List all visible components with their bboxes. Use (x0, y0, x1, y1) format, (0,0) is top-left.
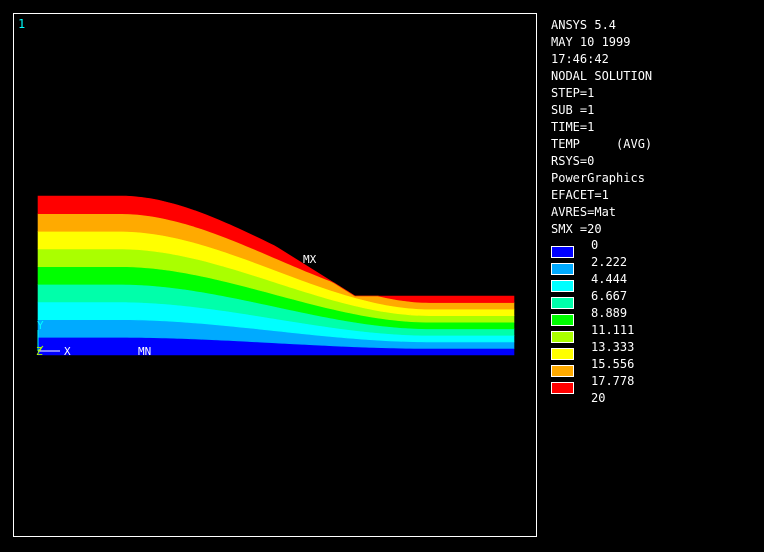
legend-label: 13.333 (591, 340, 635, 354)
legend-row: 4.444 (551, 271, 756, 292)
info-date: MAY 10 1999 (551, 35, 631, 49)
info-smx: SMX =20 (551, 222, 602, 236)
viewport-frame (13, 13, 537, 537)
legend-row: 11.111 (551, 322, 756, 343)
legend-swatch (551, 263, 574, 275)
legend-row: 17.778 (551, 373, 756, 394)
info-avres: AVRES=Mat (551, 205, 617, 219)
contour-band (37, 195, 515, 303)
info-solution-time: TIME=1 (551, 120, 595, 134)
legend-row: 15.556 (551, 356, 756, 377)
legend-swatch (551, 297, 574, 309)
info-step: STEP=1 (551, 86, 595, 100)
legend-label: 11.111 (591, 323, 635, 337)
info-version: ANSYS 5.4 (551, 18, 617, 32)
legend-swatch (551, 382, 574, 394)
legend-label: 20 (591, 391, 606, 405)
window-number-label: 1 (18, 17, 26, 31)
min-marker-label: MN (138, 345, 151, 358)
legend-swatch (551, 246, 574, 258)
info-panel: ANSYS 5.4 MAY 10 1999 17:46:42 NODAL SOL… (551, 17, 756, 238)
legend-swatch (551, 348, 574, 360)
legend-row: 6.667 (551, 288, 756, 309)
global-axis-triad: Y X Z (36, 319, 71, 358)
legend-swatch (551, 314, 574, 326)
triad-y-label: Y (37, 319, 44, 332)
legend-swatch (551, 331, 574, 343)
triad-x-label: X (64, 345, 71, 358)
legend-label: 4.444 (591, 272, 628, 286)
legend-row: 2.222 (551, 254, 756, 275)
legend-label: 6.667 (591, 289, 628, 303)
legend-label: 8.889 (591, 306, 628, 320)
legend-row: 0 (551, 237, 756, 258)
contour-legend: 0 2.222 4.444 6.667 8.889 11.111 13.333 (551, 237, 756, 407)
legend-label: 15.556 (591, 357, 635, 371)
legend-row: 8.889 (551, 305, 756, 326)
plot-labels: MX MN (138, 253, 317, 358)
info-solution-type: NODAL SOLUTION (551, 69, 653, 83)
max-marker-label: MX (303, 253, 317, 266)
info-efacet: EFACET=1 (551, 188, 609, 202)
legend-swatch (551, 280, 574, 292)
info-rsys: RSYS=0 (551, 154, 595, 168)
info-substep: SUB =1 (551, 103, 595, 117)
triad-z-axis-line (37, 345, 44, 352)
legend-label: 2.222 (591, 255, 628, 269)
legend-row: 13.333 (551, 339, 756, 360)
legend-row: 20 (551, 390, 756, 407)
info-result-item: TEMP (AVG) (551, 137, 653, 151)
legend-label: 0 (591, 238, 599, 252)
triad-z-label: Z (36, 345, 43, 358)
legend-label: 17.778 (591, 374, 635, 388)
contour-bands (37, 195, 515, 356)
info-graphics-mode: PowerGraphics (551, 171, 645, 185)
info-time: 17:46:42 (551, 52, 609, 66)
legend-swatch (551, 365, 574, 377)
